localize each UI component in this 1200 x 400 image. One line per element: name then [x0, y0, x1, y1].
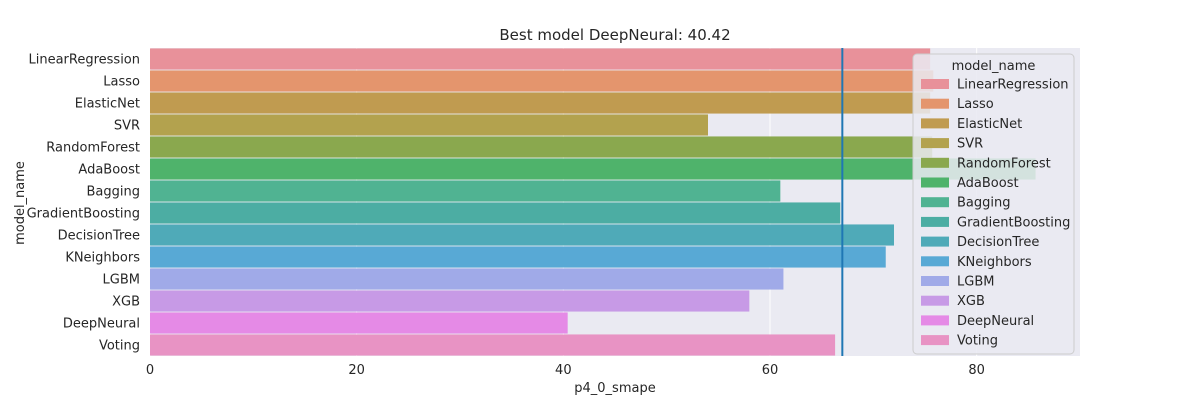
y-tick-label: KNeighbors [65, 251, 140, 266]
y-axis-label: model_name [13, 161, 28, 245]
y-tick-label: LGBM [103, 273, 140, 288]
bar-adaboost [150, 158, 1036, 180]
legend-swatch [921, 276, 949, 286]
y-tick-label: SVR [114, 119, 140, 134]
bar-voting [150, 334, 836, 356]
y-tick-label: Lasso [103, 75, 140, 90]
legend-swatch [921, 157, 949, 168]
legend-swatch [921, 79, 949, 89]
x-tick-label: 40 [555, 363, 572, 378]
y-tick-label: GradientBoosting [27, 207, 140, 222]
legend-entry-label: AdaBoost [957, 176, 1019, 191]
legend-entry-label: Voting [957, 334, 998, 349]
y-tick-label: AdaBoost [78, 163, 140, 178]
bar-deepneural [150, 312, 568, 334]
legend-swatch [921, 236, 949, 247]
legend-swatch [921, 295, 949, 306]
bar-decisiontree [150, 224, 894, 246]
legend-entry-label: LinearRegression [957, 78, 1069, 93]
x-tick-label: 0 [146, 363, 154, 378]
y-tick-label: RandomForest [46, 141, 140, 156]
bar-randomforest [150, 136, 933, 158]
x-tick-label: 60 [762, 363, 779, 378]
legend-entry-label: DeepNeural [957, 314, 1034, 329]
bar-lgbm [150, 268, 784, 290]
legend-entry-label: RandomForest [957, 156, 1051, 171]
legend-entry-label: LGBM [957, 275, 994, 290]
legend-swatch [921, 335, 949, 346]
legend-swatch [921, 118, 949, 129]
legend-entry-label: SVR [957, 137, 983, 152]
y-tick-label: DecisionTree [58, 229, 140, 244]
legend-swatch [921, 315, 949, 326]
legend-swatch [921, 256, 949, 267]
bar-lasso [150, 70, 934, 92]
legend-title: model_name [952, 59, 1036, 74]
bar-bagging [150, 180, 781, 202]
legend-box [912, 53, 1075, 355]
y-tick-label: Voting [99, 339, 140, 354]
bar-linearregression [150, 48, 931, 70]
bar-kneighbors [150, 246, 886, 268]
legend-entry-label: GradientBoosting [957, 215, 1070, 230]
bar-xgb [150, 290, 750, 312]
chart-title: Best model DeepNeural: 40.42 [499, 26, 730, 44]
y-tick-label: Bagging [87, 185, 141, 200]
legend-swatch [921, 197, 949, 208]
y-tick-label: LinearRegression [28, 53, 140, 68]
y-tick-label: ElasticNet [75, 97, 140, 112]
bar-gradientboosting [150, 202, 841, 224]
legend-entry-label: Bagging [957, 196, 1011, 211]
legend-entry-label: Lasso [957, 97, 994, 112]
legend-swatch [921, 216, 949, 227]
legend-swatch [921, 98, 949, 109]
bar-elasticnet [150, 92, 931, 114]
x-axis-label: p4_0_smape [574, 381, 655, 396]
x-tick-label: 80 [968, 363, 985, 378]
y-tick-label: DeepNeural [63, 317, 140, 332]
legend-entry-label: ElasticNet [957, 117, 1022, 132]
legend-entry-label: XGB [957, 294, 985, 309]
legend-entry-label: KNeighbors [957, 255, 1032, 270]
bar-svr [150, 114, 708, 136]
y-tick-label: XGB [112, 295, 140, 310]
x-tick-label: 20 [348, 363, 365, 378]
legend-entry-label: DecisionTree [957, 235, 1039, 250]
legend-swatch [921, 138, 949, 149]
legend-swatch [921, 177, 949, 188]
